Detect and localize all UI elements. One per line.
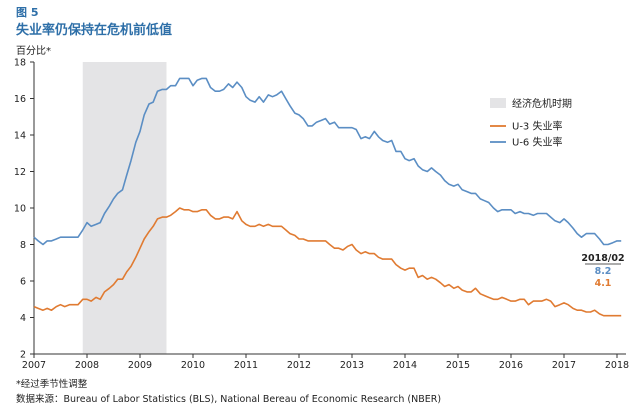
- x-tick-label: 2013: [340, 360, 364, 371]
- chart-title: 失业率仍保持在危机前低值: [16, 23, 173, 38]
- data-source-note: 数据来源：Bureau of Labor Statistics (BLS), N…: [16, 394, 442, 405]
- x-tick-label: 2010: [181, 360, 205, 371]
- seasonal-adjustment-note: *经过季节性调整: [16, 379, 88, 390]
- annotation-u6-value: 8.2: [595, 266, 612, 277]
- legend-label-recession: 经济危机时期: [512, 97, 572, 110]
- y-tick-label: 18: [14, 58, 26, 69]
- x-tick-label: 2014: [393, 360, 417, 371]
- annotation-u3-value: 4.1: [595, 278, 612, 289]
- y-tick-label: 8: [20, 240, 26, 251]
- legend-label-u3: U-3 失业率: [512, 120, 562, 133]
- y-tick-label: 10: [14, 204, 26, 215]
- figure-number: 图 5: [16, 6, 39, 19]
- x-tick-label: 2011: [234, 360, 258, 371]
- y-tick-label: 12: [14, 167, 26, 178]
- annotation-date: 2018/02: [581, 253, 624, 264]
- x-tick-label: 2016: [499, 360, 523, 371]
- legend-label-u6: U-6 失业率: [512, 136, 562, 149]
- y-tick-label: 6: [20, 277, 26, 288]
- y-tick-label: 14: [14, 131, 26, 142]
- x-tick-label: 2018: [605, 360, 629, 371]
- y-axis-unit-label: 百分比*: [16, 46, 51, 57]
- y-tick-label: 2: [20, 350, 26, 361]
- x-tick-label: 2012: [287, 360, 311, 371]
- x-tick-label: 2007: [22, 360, 46, 371]
- x-tick-label: 2017: [552, 360, 576, 371]
- x-tick-label: 2009: [128, 360, 152, 371]
- legend-swatch-recession: [490, 98, 506, 108]
- x-tick-label: 2008: [75, 360, 99, 371]
- y-tick-label: 4: [20, 313, 26, 324]
- u6-series-line: [33, 77, 622, 246]
- y-tick-label: 16: [14, 94, 26, 105]
- u3-series-line: [33, 207, 622, 317]
- x-tick-label: 2015: [446, 360, 470, 371]
- recession-shading: [82, 62, 167, 354]
